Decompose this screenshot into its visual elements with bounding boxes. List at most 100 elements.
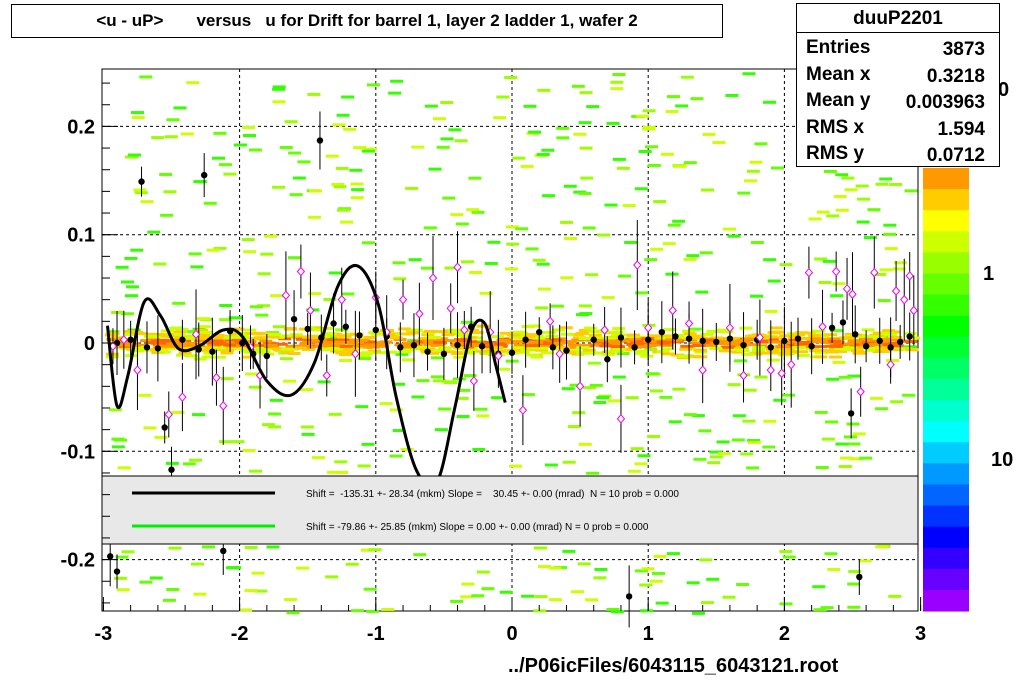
density-cell [196, 333, 210, 337]
data-point [143, 344, 151, 351]
density-cell [676, 356, 690, 360]
density-cell [323, 297, 337, 301]
density-cell [849, 457, 863, 461]
density-cell [479, 291, 493, 295]
density-cell [325, 575, 339, 579]
density-cell [698, 429, 712, 433]
density-cell [461, 582, 475, 586]
density-cell [231, 440, 245, 444]
density-cell [460, 595, 474, 599]
density-cell [317, 380, 331, 384]
density-cell [838, 375, 852, 379]
data-point [508, 349, 516, 356]
palette-cell [923, 252, 969, 274]
density-cell [612, 345, 626, 349]
density-cell [469, 271, 483, 275]
density-cell [767, 349, 781, 353]
density-cell [588, 343, 602, 347]
density-cell [397, 327, 411, 331]
density-cell [567, 425, 581, 429]
density-cell [341, 292, 355, 296]
stats-value: 3873 [942, 39, 985, 60]
density-cell [556, 136, 570, 140]
density-cell [338, 334, 352, 338]
density-cell [702, 338, 716, 342]
density-cell [420, 266, 434, 270]
density-cell [212, 355, 226, 359]
density-cell [460, 320, 474, 324]
density-cell [402, 341, 416, 345]
density-cell [336, 208, 350, 212]
density-cell [441, 333, 455, 337]
density-cell [635, 569, 649, 573]
density-cell [221, 348, 235, 352]
density-cell [288, 151, 302, 155]
density-cell [233, 143, 247, 147]
density-cell [812, 329, 826, 333]
density-cell [507, 333, 521, 337]
density-cell [826, 214, 840, 218]
legend-box: Shift = -135.31 +- 28.34 (mkm) Slope = 3… [101, 475, 919, 545]
palette-cell [923, 168, 969, 190]
density-cell [548, 566, 562, 570]
density-cell [856, 220, 870, 224]
density-cell [824, 344, 838, 348]
density-cell [709, 450, 723, 454]
density-cell [527, 338, 541, 342]
density-cell [214, 342, 228, 346]
density-cell [858, 559, 872, 563]
density-cell [733, 342, 747, 346]
density-cell [472, 447, 486, 451]
density-cell [764, 309, 778, 313]
stats-label: Entries [806, 37, 871, 58]
density-cell [210, 339, 224, 343]
density-cell [661, 347, 675, 351]
density-cell [725, 93, 739, 97]
density-cell [284, 597, 298, 601]
density-cell [635, 114, 649, 118]
density-cell [636, 342, 650, 346]
density-cell [368, 548, 382, 552]
density-cell [259, 339, 273, 343]
density-cell [139, 75, 153, 79]
density-cell [363, 147, 377, 151]
density-cell [341, 95, 355, 99]
density-cell [193, 592, 207, 596]
data-point [220, 547, 227, 555]
density-cell [200, 330, 214, 334]
density-cell [752, 349, 766, 353]
density-cell [579, 146, 593, 150]
data-point [545, 316, 555, 327]
density-cell [335, 470, 349, 474]
density-cell [187, 330, 201, 334]
data-point [168, 466, 175, 473]
density-cell [119, 343, 133, 347]
data-point [852, 331, 859, 338]
data-point [555, 349, 564, 359]
density-cell [607, 399, 621, 403]
density-cell [539, 342, 553, 346]
density-cell [579, 312, 593, 316]
data-point [616, 414, 626, 424]
density-cell [683, 161, 697, 165]
density-cell [772, 336, 786, 340]
density-cell [154, 435, 168, 439]
data-point [127, 336, 134, 343]
density-cell [406, 331, 420, 335]
density-cell [411, 145, 425, 149]
density-cell [742, 419, 756, 423]
density-cell [525, 344, 539, 348]
density-cell [748, 334, 762, 338]
density-cell [360, 351, 374, 355]
density-cell [239, 608, 253, 612]
density-cell [779, 550, 793, 554]
density-cell [634, 351, 648, 355]
density-cell [450, 599, 464, 603]
density-cell [809, 349, 823, 353]
density-cell [612, 327, 626, 331]
stats-label: RMS x [806, 116, 865, 138]
density-cell [767, 340, 781, 344]
density-cell [670, 353, 684, 357]
density-cell [184, 354, 198, 358]
density-cell [244, 545, 258, 549]
